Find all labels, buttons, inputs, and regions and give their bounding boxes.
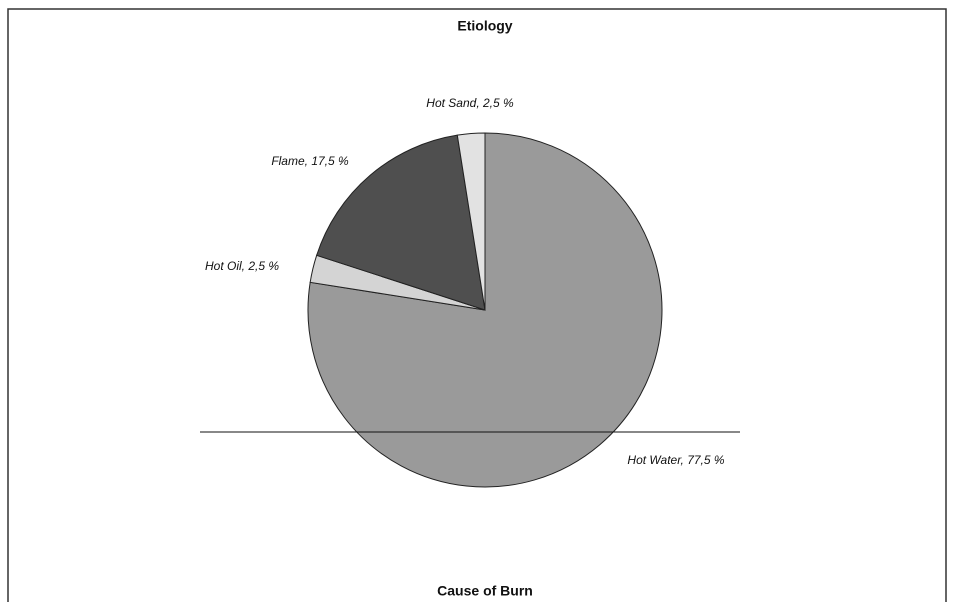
pie-slice xyxy=(456,132,486,311)
slice-label: Hot Sand, 2,5 % xyxy=(426,96,514,110)
chart-frame xyxy=(7,8,947,602)
chart-title: Etiology xyxy=(457,18,512,34)
slice-label: Flame, 17,5 % xyxy=(271,154,349,168)
slice-label: Hot Water, 77,5 % xyxy=(627,453,724,467)
x-axis-label: Cause of Burn xyxy=(437,583,533,599)
pie-slice xyxy=(316,134,486,311)
slice-label: Hot Oil, 2,5 % xyxy=(205,259,279,273)
